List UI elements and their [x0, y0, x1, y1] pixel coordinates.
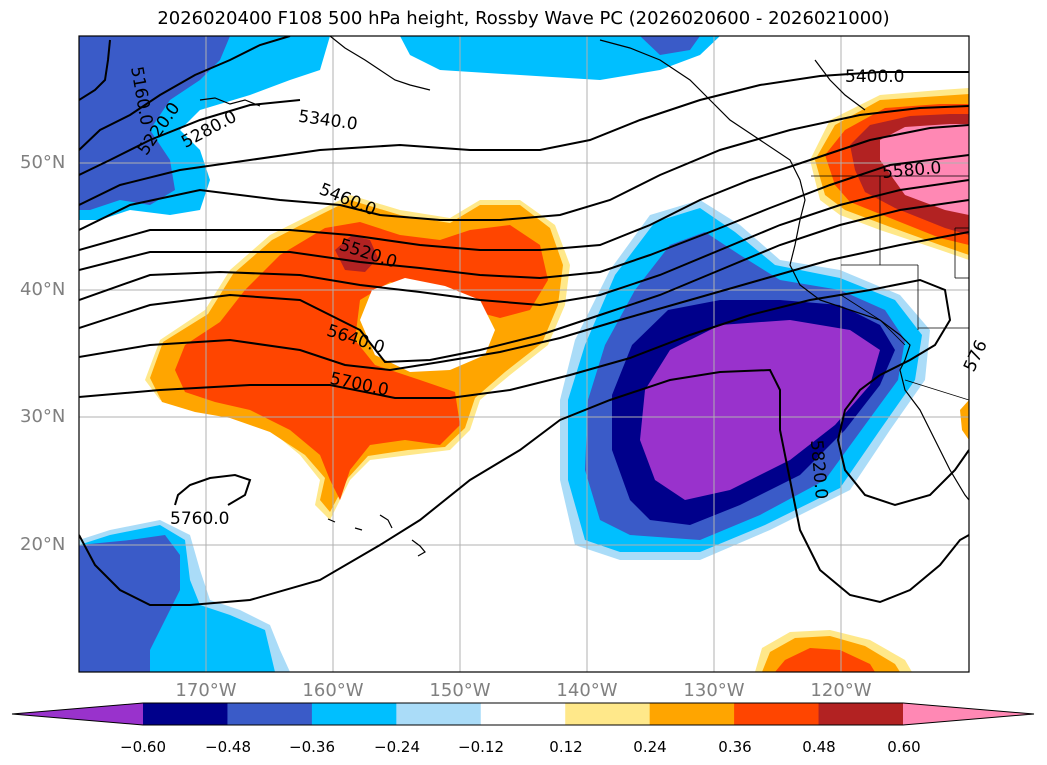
map-content	[79, 36, 969, 672]
anomaly-neg-northwest	[79, 36, 330, 220]
lon-label-170w: 170°W	[175, 680, 237, 701]
anomaly-pos-pacific-northwest	[810, 88, 969, 260]
contour-label-5400: 5400.0	[845, 67, 904, 87]
contour-label-576-edge: 576	[960, 337, 992, 375]
colorbar-extend-low	[12, 703, 143, 725]
anomaly-neg-southwest	[79, 520, 290, 672]
contour-label-5340: 5340.0	[297, 107, 359, 135]
colorbar-tick-036: 0.36	[718, 738, 752, 756]
anomaly-neg-north	[400, 36, 720, 80]
lat-label-40n: 40°N	[20, 279, 66, 300]
colorbar-tick-neg048: −0.48	[205, 738, 251, 756]
colorbar-extend-high	[903, 703, 1034, 725]
colorbar-tick-024: 0.24	[633, 738, 667, 756]
coastline	[199, 36, 969, 557]
colorbar-segment	[565, 703, 651, 725]
anomaly-neg-north-core	[640, 36, 700, 55]
lon-label-160w: 160°W	[302, 680, 364, 701]
anomaly-pos-edge-east	[960, 400, 969, 440]
colorbar-tick-neg012: −0.12	[458, 738, 504, 756]
lat-label-20n: 20°N	[20, 534, 66, 555]
lon-label-150w: 150°W	[429, 680, 491, 701]
colorbar-segment	[734, 703, 820, 725]
colorbar-segment	[649, 703, 735, 725]
colorbar-tick-neg036: −0.36	[289, 738, 335, 756]
colorbar-segment	[227, 703, 313, 725]
lon-label-140w: 140°W	[556, 680, 618, 701]
lat-label-30n: 30°N	[20, 406, 66, 427]
colorbar-segment	[143, 703, 228, 725]
colorbar-segment	[818, 703, 904, 725]
colorbar-segment	[480, 703, 566, 725]
map-title: 2026020400 F108 500 hPa height, Rossby W…	[157, 8, 890, 29]
colorbar-segments	[12, 703, 1034, 725]
lat-label-50n: 50°N	[20, 152, 66, 173]
colorbar-tick-012: 0.12	[549, 738, 583, 756]
colorbar-segment	[311, 703, 397, 725]
colorbar-segment	[396, 703, 482, 725]
colorbar-tick-neg060: −0.60	[120, 738, 166, 756]
colorbar-tick-060: 0.60	[887, 738, 921, 756]
colorbar-tick-neg024: −0.24	[374, 738, 420, 756]
map-canvas: 5160.0 5220.0 5280.0 5340.0 5400.0 5460.…	[78, 35, 992, 673]
colorbar-tick-048: 0.48	[802, 738, 836, 756]
height-contours	[79, 36, 969, 606]
map-frame	[78, 35, 970, 673]
lon-label-120w: 120°W	[810, 680, 872, 701]
anomaly-pos-south	[755, 630, 912, 672]
lon-label-130w: 130°W	[683, 680, 745, 701]
contour-label-5760: 5760.0	[170, 509, 229, 529]
colorbar-outline	[11, 702, 1035, 726]
